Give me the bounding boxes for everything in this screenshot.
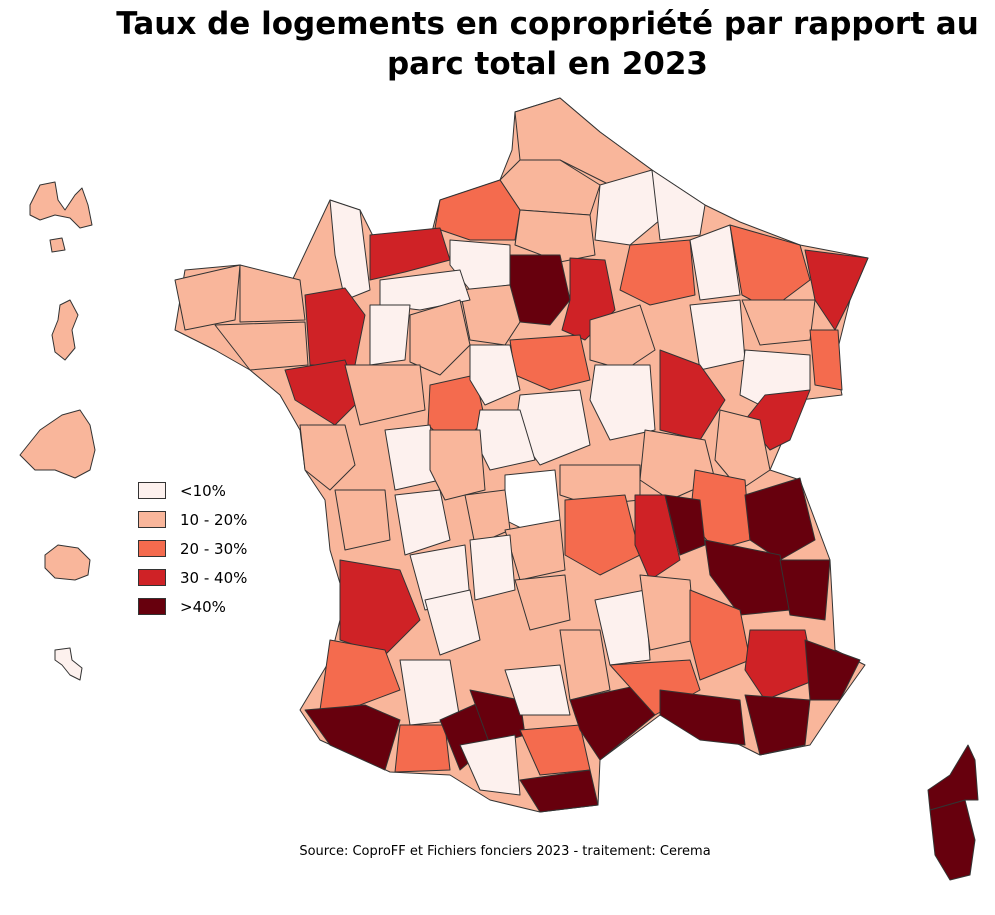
la-reunion (44, 544, 91, 581)
department (689, 299, 746, 371)
department (424, 589, 481, 656)
department (779, 559, 831, 621)
corse-du-sud (929, 799, 976, 881)
guadeloupe (29, 181, 93, 229)
department (569, 684, 656, 761)
department (394, 724, 451, 773)
department (304, 704, 401, 771)
legend-item: <10% (138, 476, 247, 505)
department (329, 199, 371, 301)
department (239, 264, 306, 323)
department (394, 489, 451, 556)
map-legend: <10% 10 - 20% 20 - 30% 30 - 40% >40% (138, 476, 247, 621)
mayotte (54, 647, 83, 681)
department (664, 494, 706, 556)
department (744, 477, 816, 561)
department (469, 534, 516, 601)
department (634, 494, 681, 581)
legend-swatch (138, 598, 166, 615)
legend-label: 20 - 30% (180, 539, 248, 558)
department (589, 304, 656, 371)
department (304, 287, 366, 366)
department (594, 589, 651, 666)
department (741, 299, 816, 346)
department (174, 264, 241, 331)
department (214, 321, 309, 371)
department (689, 224, 741, 301)
department (319, 639, 401, 711)
department (334, 489, 391, 551)
legend-swatch (138, 482, 166, 499)
department (729, 224, 811, 311)
department (714, 409, 771, 491)
department (659, 689, 746, 746)
legend-swatch (138, 569, 166, 586)
legend-label: 10 - 20% (180, 510, 248, 529)
department (659, 349, 726, 441)
legend-label: <10% (180, 481, 226, 500)
department (651, 169, 706, 241)
department (744, 629, 816, 701)
department (804, 249, 869, 331)
department (339, 559, 421, 656)
legend-item: 20 - 30% (138, 534, 247, 563)
legend-item: 30 - 40% (138, 563, 247, 592)
legend-swatch (138, 511, 166, 528)
department (459, 734, 521, 796)
legend-label: >40% (180, 597, 226, 616)
legend-label: 30 - 40% (180, 568, 248, 587)
department (369, 227, 451, 281)
haute-corse (927, 744, 979, 811)
department (809, 329, 843, 391)
department (564, 494, 641, 576)
department (689, 589, 751, 681)
department (369, 304, 411, 366)
department (514, 574, 571, 631)
department (519, 769, 599, 813)
department (299, 424, 356, 491)
department (469, 344, 521, 406)
department (504, 519, 566, 581)
department (804, 639, 861, 701)
department (284, 359, 361, 426)
department (504, 664, 571, 716)
department (619, 239, 696, 306)
department (704, 539, 791, 616)
department (344, 364, 426, 426)
source-note: Source: CoproFF et Fichiers fonciers 202… (299, 844, 711, 859)
martinique (51, 299, 79, 361)
department (559, 629, 611, 701)
legend-item: >40% (138, 592, 247, 621)
department (459, 284, 521, 346)
map-title: Taux de logements en copropriété par rap… (116, 6, 979, 82)
guadeloupe-island (49, 237, 66, 253)
legend-swatch (138, 540, 166, 557)
department (639, 574, 696, 651)
department (594, 169, 661, 246)
department (409, 299, 471, 376)
department (744, 694, 811, 756)
guyane (19, 409, 96, 479)
department (589, 364, 656, 441)
legend-item: 10 - 20% (138, 505, 247, 534)
